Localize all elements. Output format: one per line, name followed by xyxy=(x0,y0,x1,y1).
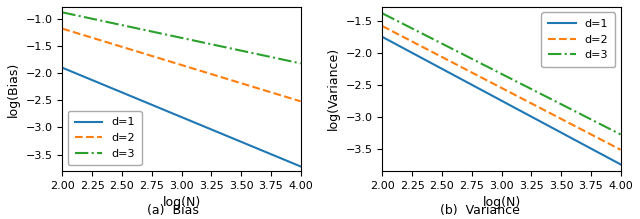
Legend: d=1, d=2, d=3: d=1, d=2, d=3 xyxy=(68,111,141,165)
Text: (b)  Variance: (b) Variance xyxy=(440,204,520,217)
Text: (a)  Bias: (a) Bias xyxy=(147,204,199,217)
Legend: d=1, d=2, d=3: d=1, d=2, d=3 xyxy=(541,12,615,67)
Y-axis label: log(Variance): log(Variance) xyxy=(327,47,340,131)
Y-axis label: log(Bias): log(Bias) xyxy=(7,61,20,117)
X-axis label: log(N): log(N) xyxy=(163,196,200,209)
X-axis label: log(N): log(N) xyxy=(483,196,520,209)
